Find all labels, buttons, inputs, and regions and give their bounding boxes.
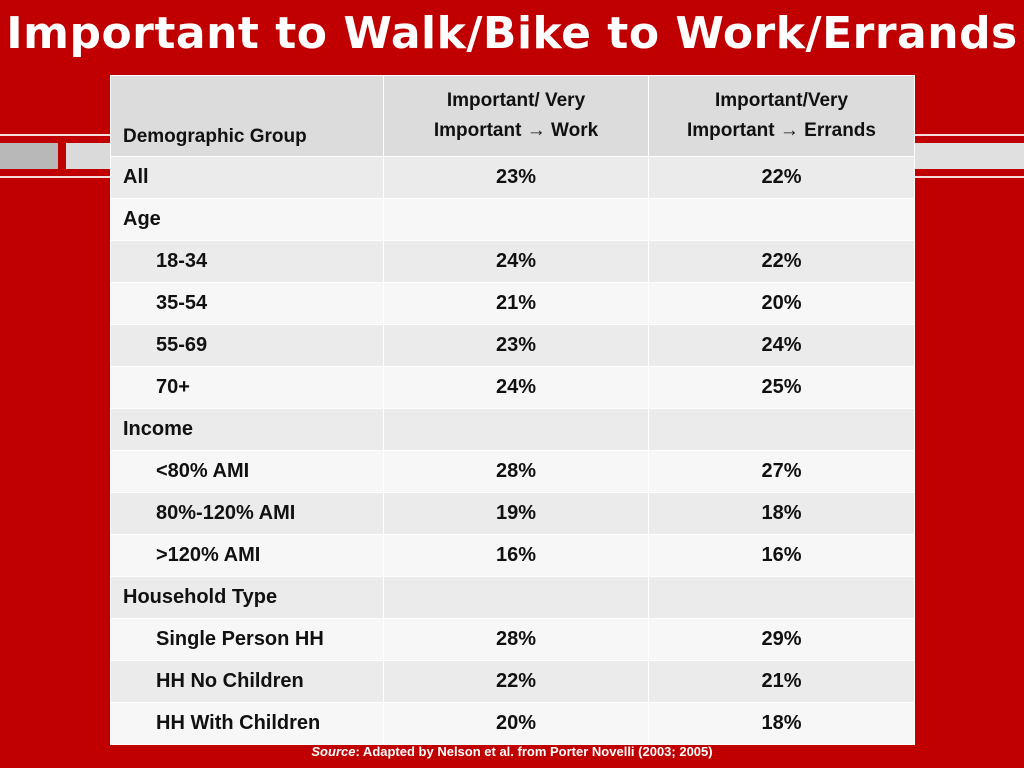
row-label: <80% AMI	[110, 450, 384, 493]
row-label: HH With Children	[110, 702, 384, 745]
row-label: >120% AMI	[110, 534, 384, 577]
source-label: Source	[311, 744, 356, 759]
work-value: 19%	[383, 492, 649, 535]
row-label: HH No Children	[110, 660, 384, 703]
work-value: 21%	[383, 282, 649, 325]
source-citation: Source: Adapted by Nelson et al. from Po…	[0, 744, 1024, 759]
errands-value: 18%	[648, 702, 915, 745]
source-text: : Adapted by Nelson et al. from Porter N…	[355, 744, 713, 759]
row-label: All	[110, 156, 384, 199]
row-label: Household Type	[110, 576, 384, 619]
decorative-bar-left-dark	[0, 143, 58, 169]
row-label: Age	[110, 198, 384, 241]
table-row: Income	[110, 408, 915, 451]
row-label: 55-69	[110, 324, 384, 367]
header-errands: Important/Very Important → Errands	[648, 75, 915, 157]
work-value: 24%	[383, 240, 649, 283]
work-value	[383, 198, 649, 241]
table-header-row: Demographic Group Important/ Very Import…	[110, 75, 915, 157]
table-row: <80% AMI 28% 27%	[110, 450, 915, 493]
table-row: >120% AMI 16% 16%	[110, 534, 915, 577]
decorative-bar-right	[914, 143, 1024, 169]
table-row: 80%-120% AMI 19% 18%	[110, 492, 915, 535]
header-errands-line1: Important/Very	[714, 90, 849, 111]
decorative-bar-left-light	[66, 143, 112, 169]
errands-value: 20%	[648, 282, 915, 325]
work-value	[383, 408, 649, 451]
row-label: 18-34	[110, 240, 384, 283]
errands-value: 18%	[648, 492, 915, 535]
errands-value: 21%	[648, 660, 915, 703]
work-value: 28%	[383, 450, 649, 493]
header-work-line2: Important → Work	[433, 120, 599, 141]
errands-value	[648, 576, 915, 619]
table-row: Age	[110, 198, 915, 241]
errands-value: 22%	[648, 156, 915, 199]
errands-value: 16%	[648, 534, 915, 577]
errands-value: 25%	[648, 366, 915, 409]
header-work-line1: Important/ Very	[446, 90, 586, 111]
slide-title: Important to Walk/Bike to Work/Errands	[6, 8, 1018, 59]
table-row: Household Type	[110, 576, 915, 619]
work-value: 24%	[383, 366, 649, 409]
work-value: 22%	[383, 660, 649, 703]
table-row: 70+ 24% 25%	[110, 366, 915, 409]
work-value: 16%	[383, 534, 649, 577]
table-row: HH With Children 20% 18%	[110, 702, 915, 745]
work-value: 20%	[383, 702, 649, 745]
table-row: Single Person HH 28% 29%	[110, 618, 915, 661]
work-value	[383, 576, 649, 619]
errands-value	[648, 408, 915, 451]
row-label: Single Person HH	[110, 618, 384, 661]
work-value: 23%	[383, 324, 649, 367]
table-row: All 23% 22%	[110, 156, 915, 199]
header-demographic-group: Demographic Group	[110, 75, 384, 157]
table-row: 55-69 23% 24%	[110, 324, 915, 367]
table-row: 35-54 21% 20%	[110, 282, 915, 325]
errands-value: 29%	[648, 618, 915, 661]
work-value: 28%	[383, 618, 649, 661]
row-label: 35-54	[110, 282, 384, 325]
work-value: 23%	[383, 156, 649, 199]
errands-value: 24%	[648, 324, 915, 367]
row-label: 70+	[110, 366, 384, 409]
header-errands-line2: Important → Errands	[687, 120, 876, 141]
table-row: HH No Children 22% 21%	[110, 660, 915, 703]
errands-value: 22%	[648, 240, 915, 283]
table-row: 18-34 24% 22%	[110, 240, 915, 283]
errands-value	[648, 198, 915, 241]
header-work: Important/ Very Important → Work	[383, 75, 649, 157]
row-label: 80%-120% AMI	[110, 492, 384, 535]
row-label: Income	[110, 408, 384, 451]
errands-value: 27%	[648, 450, 915, 493]
demographics-table: Demographic Group Important/ Very Import…	[110, 75, 915, 745]
